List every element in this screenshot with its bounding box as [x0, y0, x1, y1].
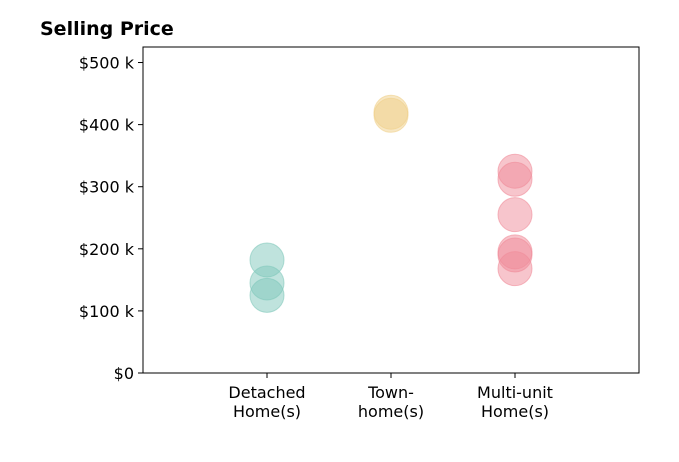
- y-axis: $0 $100 k $200 k $300 k $400 k $500 k: [79, 54, 143, 383]
- chart-title: Selling Price: [40, 18, 174, 40]
- data-point: [373, 94, 409, 130]
- x-axis: Detached Home(s)Town-home(s)Multi-unit Hom…: [228, 373, 553, 421]
- data-points: [249, 94, 533, 313]
- x-tick-label-line: home(s): [358, 402, 424, 421]
- y-tick-label: $300 k: [79, 178, 135, 197]
- x-tick-label: Town-home(s): [358, 383, 424, 421]
- data-point: [497, 234, 533, 270]
- data-point: [497, 153, 533, 189]
- data-point: [249, 242, 285, 278]
- x-tick-label: Multi-unit Home(s): [477, 383, 553, 421]
- y-tick-label: $200 k: [79, 240, 135, 259]
- y-tick-label: $100 k: [79, 302, 135, 321]
- y-tick-label: $400 k: [79, 116, 135, 135]
- data-point: [497, 197, 533, 233]
- x-tick-label: Detached Home(s): [228, 383, 305, 421]
- x-tick-label-line: Home(s): [481, 402, 549, 421]
- y-tick-label: $500 k: [79, 54, 135, 73]
- x-tick-label-line: Home(s): [233, 402, 301, 421]
- x-tick-label-line: Detached: [228, 383, 305, 402]
- y-tick-label: $0: [114, 364, 134, 383]
- x-tick-label-line: Town-: [367, 383, 414, 402]
- x-tick-label-line: Multi-unit: [477, 383, 553, 402]
